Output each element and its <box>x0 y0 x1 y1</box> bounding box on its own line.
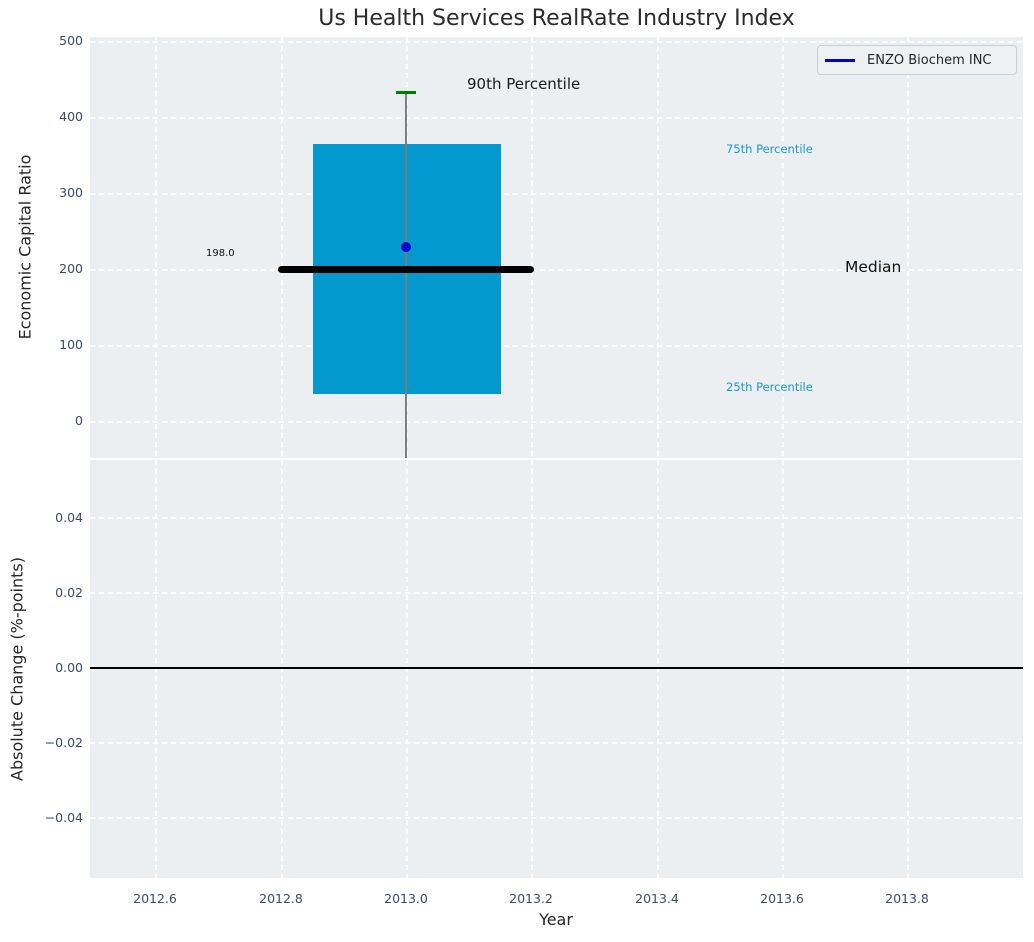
xtick-label: 2013.0 <box>384 891 428 906</box>
p90-tick-marker <box>396 91 416 94</box>
legend-line-sample <box>825 58 855 62</box>
median-line <box>278 266 534 273</box>
whisker-line <box>405 93 407 458</box>
gridline <box>90 269 1023 271</box>
gridline <box>406 460 408 878</box>
chart-title: Us Health Services RealRate Industry Ind… <box>318 6 795 31</box>
top-y-axis-label: Economic Capital Ratio <box>15 154 35 340</box>
top-subplot: 198.0 90th Percentile 75th Percentile Me… <box>90 37 1023 458</box>
gridline <box>782 460 784 878</box>
p90-label: 90th Percentile <box>467 75 581 93</box>
gridline <box>657 37 659 458</box>
x-axis-label: Year <box>539 910 573 929</box>
xtick-label: 2012.8 <box>259 891 303 906</box>
legend: ENZO Biochem INC <box>817 45 1017 75</box>
gridline <box>155 37 157 458</box>
gridline <box>90 41 1023 43</box>
xtick-label: 2013.2 <box>509 891 553 906</box>
gridline <box>531 37 533 458</box>
p25-label: 25th Percentile <box>726 380 813 394</box>
gridline <box>90 517 1023 519</box>
gridline <box>907 37 909 458</box>
p75-label: 75th Percentile <box>726 142 813 156</box>
ytick-label: 200 <box>59 261 83 276</box>
gridline <box>90 117 1023 119</box>
gridline <box>782 37 784 458</box>
bottom-subplot <box>90 460 1023 878</box>
gridline <box>90 421 1023 423</box>
xtick-label: 2013.8 <box>885 891 929 906</box>
ytick-label: 400 <box>59 109 83 124</box>
gridline <box>90 742 1023 744</box>
ytick-label: 0 <box>75 413 83 428</box>
gridline <box>657 460 659 878</box>
gridline <box>531 460 533 878</box>
gridline <box>90 817 1023 819</box>
zero-baseline <box>90 667 1023 669</box>
gridline <box>281 460 283 878</box>
xtick-label: 2013.4 <box>635 891 679 906</box>
ytick-label: 0.00 <box>55 660 83 675</box>
ytick-label: 0.04 <box>55 510 83 525</box>
ytick-label: 500 <box>59 33 83 48</box>
ytick-label: −0.04 <box>44 810 83 825</box>
gridline <box>907 460 909 878</box>
gridline <box>90 345 1023 347</box>
median-value-label: 198.0 <box>206 248 235 259</box>
gridline <box>155 460 157 878</box>
gridline <box>281 37 283 458</box>
legend-label: ENZO Biochem INC <box>867 52 992 68</box>
company-data-point <box>401 242 411 252</box>
ytick-label: 100 <box>59 337 83 352</box>
bottom-y-axis-label: Absolute Change (%-points) <box>7 557 27 781</box>
median-label: Median <box>845 258 902 276</box>
ytick-label: 300 <box>59 185 83 200</box>
xtick-label: 2012.6 <box>133 891 177 906</box>
xtick-label: 2013.6 <box>760 891 804 906</box>
gridline <box>90 592 1023 594</box>
ytick-label: 0.02 <box>55 585 83 600</box>
gridline <box>90 193 1023 195</box>
ytick-label: −0.02 <box>44 735 83 750</box>
